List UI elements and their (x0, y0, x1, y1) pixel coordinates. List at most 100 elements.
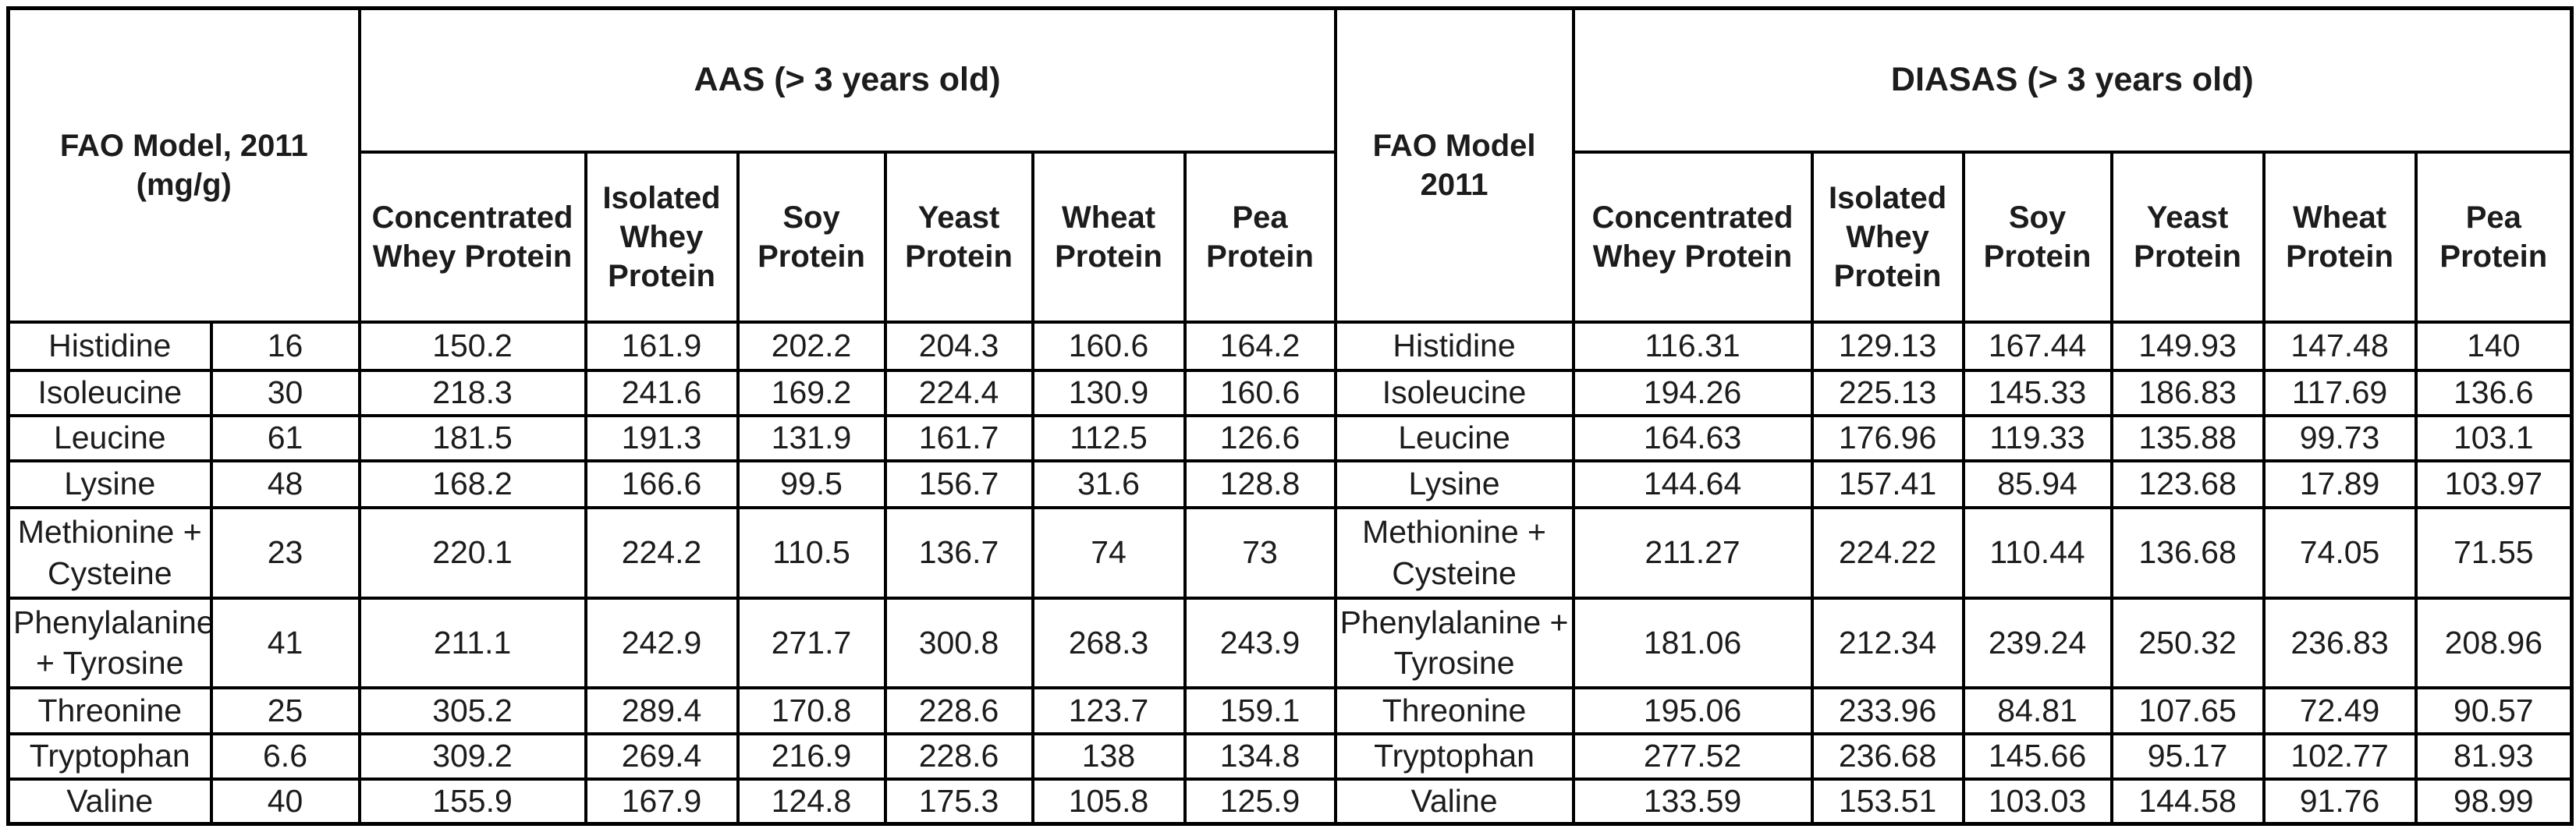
diasas-value: 84.81 (1961, 685, 2113, 735)
table-row: Phenylalanine + Tyrosine 41 211.1 242.9 271.… (6, 596, 2574, 689)
col-header-diasas-soy: Soy Protein (1961, 150, 2113, 324)
diasas-value: 119.33 (1961, 413, 2113, 462)
aas-value: 243.9 (1183, 596, 1337, 689)
aas-value: 204.3 (883, 320, 1034, 372)
aas-value: 269.4 (584, 732, 740, 781)
diasas-value: 167.44 (1961, 320, 2113, 372)
diasas-value: 277.52 (1571, 732, 1814, 781)
aas-value: 138 (1031, 732, 1187, 781)
diasas-value: 91.76 (2262, 777, 2418, 826)
diasas-value: 153.51 (1810, 777, 1965, 826)
amino-acid-label: Histidine (6, 320, 213, 372)
diasas-value: 225.13 (1810, 368, 1965, 417)
corner-header-line2: (mg/g) (136, 167, 232, 202)
col-header-aas-soy: Soy Protein (736, 150, 887, 324)
diasas-value: 157.41 (1810, 459, 1965, 509)
diasas-value: 99.73 (2262, 413, 2418, 462)
diasas-value: 103.1 (2414, 413, 2574, 462)
header-row-groups: FAO Model, 2011 (mg/g) AAS (> 3 years ol… (6, 6, 2574, 324)
table-row: Threonine 25 305.2 289.4 170.8 228.6 123.7 159.… (6, 685, 2574, 735)
amino-acid-label-diasas: Lysine (1333, 459, 1575, 509)
col-header-aas-isolated-whey: Isolated Whey Protein (584, 150, 740, 324)
corner-header-line1: FAO Model, 2011 (59, 128, 308, 163)
aas-value: 110.5 (736, 505, 887, 600)
mid-header-line1: FAO Model (1372, 128, 1536, 163)
diasas-value: 208.96 (2414, 596, 2574, 689)
diasas-value: 176.96 (1810, 413, 1965, 462)
group-header-diasas: DIASAS (> 3 years old) (1571, 6, 2574, 154)
aas-value: 167.9 (584, 777, 740, 826)
amino-acid-label: Tryptophan (6, 732, 213, 781)
aas-value: 268.3 (1031, 596, 1187, 689)
diasas-value: 186.83 (2109, 368, 2266, 417)
diasas-value: 239.24 (1961, 596, 2113, 689)
aas-value: 136.7 (883, 505, 1034, 600)
amino-acid-label: Valine (6, 777, 213, 826)
diasas-value: 236.68 (1810, 732, 1965, 781)
diasas-value: 74.05 (2262, 505, 2418, 600)
diasas-value: 144.64 (1571, 459, 1814, 509)
amino-acid-label: Isoleucine (6, 368, 213, 417)
amino-acid-label-diasas: Threonine (1333, 685, 1575, 735)
diasas-value: 103.97 (2414, 459, 2574, 509)
diasas-value: 133.59 (1571, 777, 1814, 826)
col-header-aas-pea: Pea Protein (1183, 150, 1337, 324)
diasas-value: 102.77 (2262, 732, 2418, 781)
amino-acid-label-diasas: Methionine + Cysteine (1333, 505, 1575, 600)
aas-value: 242.9 (584, 596, 740, 689)
diasas-value: 194.26 (1571, 368, 1814, 417)
col-header-diasas-isolated-whey: Isolated Whey Protein (1810, 150, 1965, 324)
aas-value: 228.6 (883, 685, 1034, 735)
table-row: Tryptophan 6.6 309.2 269.4 216.9 228.6 138 134.… (6, 732, 2574, 781)
diasas-value: 123.68 (2109, 459, 2266, 509)
table-row: Histidine 16 150.2 161.9 202.2 204.3 160.6 164.… (6, 320, 2574, 372)
aas-value: 305.2 (357, 685, 587, 735)
aas-value: 211.1 (357, 596, 587, 689)
aas-value: 166.6 (584, 459, 740, 509)
col-header-aas-yeast: Yeast Protein (883, 150, 1034, 324)
fao-model-value: 61 (209, 413, 361, 462)
fao-model-value: 6.6 (209, 732, 361, 781)
diasas-value: 164.63 (1571, 413, 1814, 462)
table-row: Leucine 61 181.5 191.3 131.9 161.7 112.5 126.6 L… (6, 413, 2574, 462)
aas-value: 224.2 (584, 505, 740, 600)
amino-acid-label: Threonine (6, 685, 213, 735)
mid-header-fao-model: FAO Model 2011 (1333, 6, 1575, 324)
diasas-value: 236.83 (2262, 596, 2418, 689)
aas-value: 125.9 (1183, 777, 1337, 826)
diasas-value: 212.34 (1810, 596, 1965, 689)
col-header-aas-wheat: Wheat Protein (1031, 150, 1187, 324)
aas-value: 74 (1031, 505, 1187, 600)
table-row: Isoleucine 30 218.3 241.6 169.2 224.4 130.9 160… (6, 368, 2574, 417)
aas-value: 289.4 (584, 685, 740, 735)
aas-value: 161.9 (584, 320, 740, 372)
fao-model-value: 40 (209, 777, 361, 826)
diasas-value: 195.06 (1571, 685, 1814, 735)
diasas-value: 135.88 (2109, 413, 2266, 462)
aas-value: 224.4 (883, 368, 1034, 417)
aas-value: 126.6 (1183, 413, 1337, 462)
col-header-aas-concentrated-whey: Concentrated Whey Protein (357, 150, 587, 324)
table-header: FAO Model, 2011 (mg/g) AAS (> 3 years ol… (6, 6, 2574, 324)
col-header-diasas-concentrated-whey: Concentrated Whey Protein (1571, 150, 1814, 324)
aas-value: 191.3 (584, 413, 740, 462)
aas-value: 181.5 (357, 413, 587, 462)
diasas-value: 233.96 (1810, 685, 1965, 735)
table-row: Lysine 48 168.2 166.6 99.5 156.7 31.6 128.8 Lysi… (6, 459, 2574, 509)
aas-value: 218.3 (357, 368, 587, 417)
aas-value: 241.6 (584, 368, 740, 417)
aas-value: 160.6 (1031, 320, 1187, 372)
corner-header-fao-model: FAO Model, 2011 (mg/g) (6, 6, 361, 324)
diasas-value: 81.93 (2414, 732, 2574, 781)
amino-acid-label-diasas: Tryptophan (1333, 732, 1575, 781)
table-row: Valine 40 155.9 167.9 124.8 175.3 105.8 125.9 Va… (6, 777, 2574, 826)
diasas-value: 103.03 (1961, 777, 2113, 826)
diasas-value: 224.22 (1810, 505, 1965, 600)
aas-value: 271.7 (736, 596, 887, 689)
amino-acid-label: Methionine + Cysteine (6, 505, 213, 600)
col-header-diasas-pea: Pea Protein (2414, 150, 2574, 324)
aas-value: 175.3 (883, 777, 1034, 826)
amino-acid-label-diasas: Histidine (1333, 320, 1575, 372)
diasas-value: 117.69 (2262, 368, 2418, 417)
